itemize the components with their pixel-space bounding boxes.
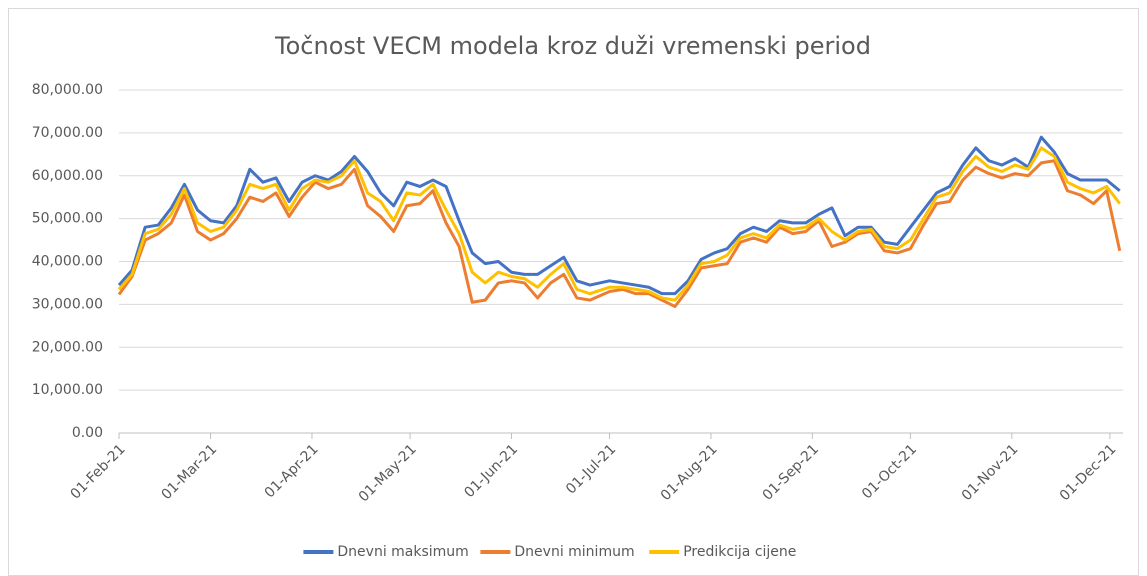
y-tick-label: 80,000.00 xyxy=(32,82,103,98)
y-tick-label: 20,000.00 xyxy=(32,339,103,355)
chart-title: Točnost VECM modela kroz duži vremenski … xyxy=(274,32,871,60)
y-tick-label: 40,000.00 xyxy=(32,254,103,270)
y-tick-label: 50,000.00 xyxy=(32,211,103,227)
y-tick-label: 30,000.00 xyxy=(32,296,103,312)
legend-label: Predikcija cijene xyxy=(683,544,796,560)
series-line xyxy=(117,135,1121,296)
legend-label: Dnevni minimum xyxy=(514,544,634,560)
y-tick-label: 60,000.00 xyxy=(32,168,103,184)
y-tick-label: 10,000.00 xyxy=(32,382,103,398)
series-line xyxy=(117,159,1122,309)
y-tick-label: 70,000.00 xyxy=(32,125,103,141)
legend-label: Dnevni maksimum xyxy=(337,544,468,560)
series-line xyxy=(117,146,1121,302)
y-tick-label: 0.00 xyxy=(72,425,103,441)
